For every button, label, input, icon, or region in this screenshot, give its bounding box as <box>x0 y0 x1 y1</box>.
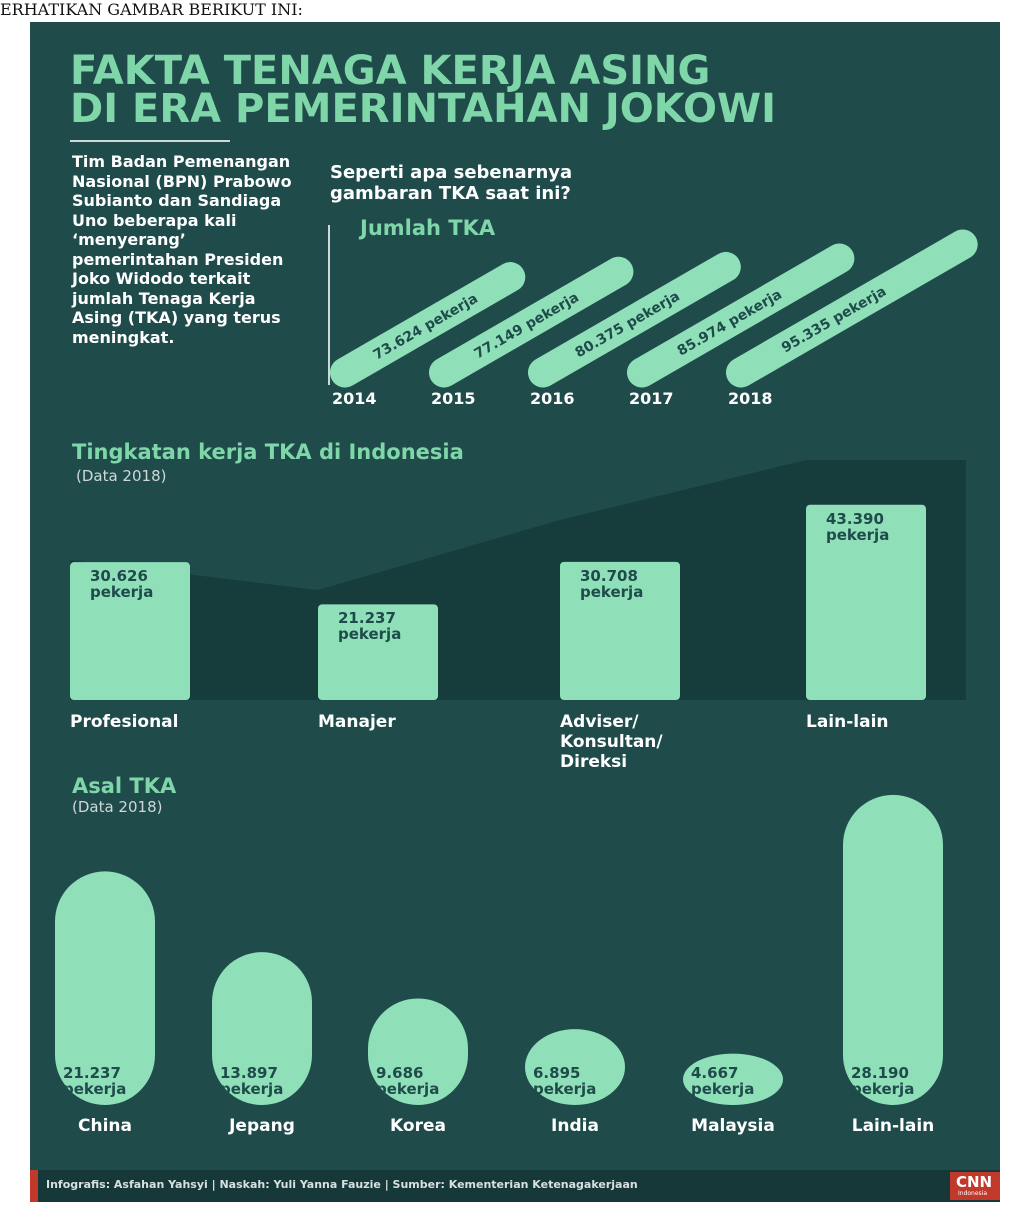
logo-sub: Indonesia <box>958 1190 987 1197</box>
chart-subtitle: (Data 2018) <box>76 467 166 485</box>
x-tick-label: 2017 <box>629 389 674 408</box>
x-tick-label: China <box>45 1116 165 1136</box>
value-label: 21.237 pekerja <box>63 1065 147 1097</box>
axis-line <box>328 225 330 385</box>
value-label: 28.190 pekerja <box>851 1065 935 1097</box>
rule <box>70 140 230 142</box>
value-label: 30.708 pekerja <box>580 568 660 600</box>
value-label: 9.686 pekerja <box>376 1065 460 1097</box>
logo: CNN <box>956 1173 992 1191</box>
x-tick-label: Korea <box>358 1116 478 1136</box>
question: Seperti apa sebenarnya gambaran TKA saat… <box>330 162 660 204</box>
x-tick-label: Malaysia <box>673 1116 793 1136</box>
x-tick-label: Manajer <box>318 712 448 732</box>
x-tick-label: 2016 <box>530 389 575 408</box>
title-line: FAKTA TENAGA KERJA ASING <box>70 52 710 90</box>
footer-stripe <box>30 1170 38 1202</box>
chart-title: Jumlah TKA <box>360 216 495 240</box>
title-line: DI ERA PEMERINTAHAN JOKOWI <box>70 90 776 128</box>
x-tick-label: India <box>515 1116 635 1136</box>
chart-subtitle: (Data 2018) <box>72 798 162 816</box>
value-label: 13.897 pekerja <box>220 1065 304 1097</box>
x-tick-label: Lain-lain <box>806 712 936 732</box>
chart-title: Asal TKA <box>72 774 176 798</box>
x-tick-label: 2018 <box>728 389 773 408</box>
x-tick-label: Jepang <box>202 1116 322 1136</box>
value-label: 6.895 pekerja <box>533 1065 617 1097</box>
value-label: 4.667 pekerja <box>691 1065 775 1097</box>
x-tick-label: 2014 <box>332 389 377 408</box>
page: ERHATIKAN GAMBAR BERIKUT INI: 73.624 pek… <box>0 0 1015 1218</box>
value-label: 30.626 pekerja <box>90 568 170 600</box>
footer: Infografis: Asfahan Yahsyi | Naskah: Yul… <box>46 1178 638 1191</box>
logo-box: CNN Indonesia <box>950 1172 1000 1200</box>
x-tick-label: Adviser/ Konsultan/ Direksi <box>560 712 690 772</box>
x-tick-label: Profesional <box>70 712 200 732</box>
value-label: 21.237 pekerja <box>338 610 418 642</box>
chart-title: Tingkatan kerja TKA di Indonesia <box>72 440 464 464</box>
x-tick-label: 2015 <box>431 389 476 408</box>
intro: Tim Badan Pemenangan Nasional (BPN) Prab… <box>72 152 307 347</box>
value-label: 43.390 pekerja <box>826 511 906 543</box>
bar <box>843 795 943 1105</box>
x-tick-label: Lain-lain <box>833 1116 953 1136</box>
